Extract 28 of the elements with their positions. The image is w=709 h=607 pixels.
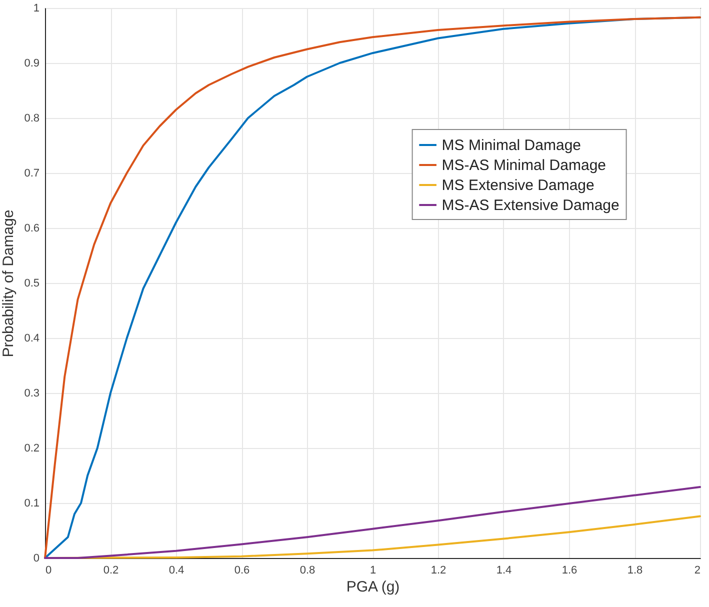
legend-label: MS-AS Minimal Damage	[442, 157, 606, 174]
y-tick-label: 0.9	[24, 58, 40, 70]
x-tick-label: 1.4	[496, 564, 512, 576]
x-tick-label: 1.8	[627, 564, 643, 576]
x-tick-label: 0.8	[300, 564, 316, 576]
legend-label: MS Minimal Damage	[442, 137, 582, 154]
legend-label: MS-AS Extensive Damage	[442, 197, 620, 214]
y-tick-label: 1	[33, 2, 40, 14]
legend-label: MS Extensive Damage	[442, 177, 594, 194]
x-tick-label: 0	[46, 564, 52, 576]
y-tick-label: 0.7	[24, 168, 40, 180]
y-tick-label: 0.8	[24, 112, 40, 124]
y-tick-label: 0.1	[24, 498, 40, 510]
y-tick-label: 0	[33, 552, 40, 564]
x-tick-label: 2	[694, 564, 700, 576]
x-tick-label: 1	[370, 564, 376, 576]
x-tick-label: 0.2	[103, 564, 119, 576]
y-tick-label: 0.2	[24, 442, 40, 454]
x-tick-label: 1.6	[562, 564, 578, 576]
x-tick-label: 1.2	[430, 564, 446, 576]
x-axis-title: PGA (g)	[346, 578, 400, 596]
y-tick-label: 0.3	[24, 388, 40, 400]
y-axis-title: Probability of Damage	[0, 210, 18, 358]
y-tick-label: 0.6	[24, 222, 40, 234]
x-tick-label: 0.4	[168, 564, 184, 576]
x-tick-label: 0.6	[234, 564, 250, 576]
y-tick-label: 0.5	[24, 278, 40, 290]
y-tick-label: 0.4	[24, 332, 40, 344]
